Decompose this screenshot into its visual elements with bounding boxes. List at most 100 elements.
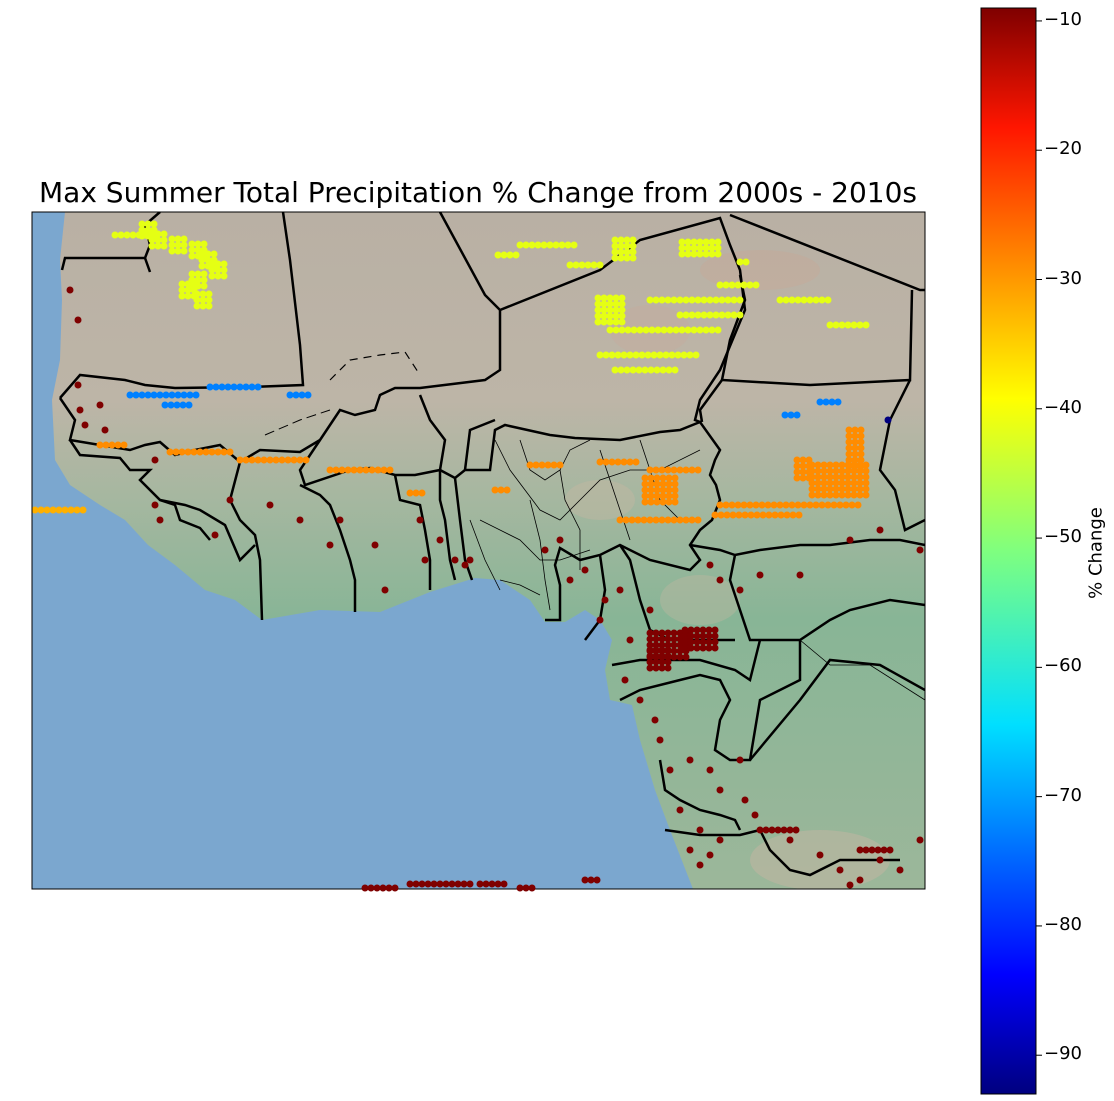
data-point — [690, 244, 698, 252]
data-point — [174, 241, 182, 249]
data-point — [664, 296, 672, 304]
data-point — [694, 296, 702, 304]
data-point — [606, 300, 614, 308]
data-point — [838, 491, 846, 499]
land — [52, 212, 925, 889]
data-point — [552, 241, 560, 249]
data-point — [188, 252, 196, 260]
data-point — [820, 485, 828, 493]
data-point — [664, 635, 672, 643]
data-point — [830, 501, 838, 509]
data-point — [120, 441, 128, 449]
data-point — [254, 383, 262, 391]
data-point — [794, 501, 802, 509]
data-point — [180, 241, 188, 249]
data-point — [857, 432, 865, 440]
data-point — [653, 486, 661, 494]
data-point — [656, 736, 664, 744]
data-point — [494, 251, 502, 259]
data-point — [290, 456, 298, 464]
data-point — [816, 851, 824, 859]
data-point — [184, 280, 192, 288]
data-point — [461, 561, 469, 569]
data-point — [814, 491, 822, 499]
data-point — [832, 485, 840, 493]
data-point — [844, 473, 852, 481]
data-point — [556, 461, 564, 469]
data-point — [606, 312, 614, 320]
data-point — [193, 296, 201, 304]
data-point — [362, 466, 370, 474]
data-point — [296, 516, 304, 524]
data-point — [326, 541, 334, 549]
data-point — [200, 240, 208, 248]
data-point — [741, 511, 749, 519]
data-point — [161, 401, 169, 409]
data-point — [780, 826, 788, 834]
data-point — [664, 641, 672, 649]
data-point — [612, 300, 620, 308]
data-point — [838, 467, 846, 475]
data-point — [180, 247, 188, 255]
data-point — [302, 456, 310, 464]
data-point — [154, 242, 162, 250]
data-point — [640, 516, 648, 524]
data-point — [156, 391, 164, 399]
data-point — [735, 511, 743, 519]
data-point — [205, 290, 213, 298]
data-point — [758, 501, 766, 509]
data-point — [862, 479, 870, 487]
data-point — [144, 220, 152, 228]
colorbar-tick-label: −70 — [1044, 784, 1082, 806]
data-point — [642, 326, 650, 334]
data-point — [74, 381, 82, 389]
data-point — [174, 235, 182, 243]
data-point — [690, 326, 698, 334]
data-point — [368, 466, 376, 474]
data-point — [714, 326, 722, 334]
data-point — [826, 485, 834, 493]
data-point — [451, 556, 459, 564]
data-point — [838, 473, 846, 481]
data-point — [632, 351, 640, 359]
data-point — [188, 270, 196, 278]
data-point — [824, 501, 832, 509]
data-point — [686, 756, 694, 764]
data-point — [220, 266, 228, 274]
data-point — [659, 492, 667, 500]
data-point — [550, 461, 558, 469]
data-point — [606, 294, 614, 302]
colorbar-label: % Change — [1085, 507, 1107, 599]
data-point — [541, 546, 549, 554]
data-point — [623, 366, 631, 374]
data-point — [626, 636, 634, 644]
data-point — [618, 326, 626, 334]
data-point — [856, 479, 864, 487]
data-point — [652, 629, 660, 637]
data-point — [154, 236, 162, 244]
data-point — [788, 501, 796, 509]
data-point — [656, 351, 664, 359]
data-point — [793, 468, 801, 476]
data-point — [816, 398, 824, 406]
data-points — [32, 220, 924, 889]
data-point — [612, 318, 620, 326]
data-point — [794, 296, 802, 304]
data-point — [629, 254, 637, 262]
data-point — [690, 238, 698, 246]
data-point — [198, 262, 206, 270]
data-point — [647, 486, 655, 494]
data-point — [336, 516, 344, 524]
data-point — [832, 467, 840, 475]
data-point — [202, 448, 210, 456]
data-point — [684, 244, 692, 252]
data-point — [665, 474, 673, 482]
data-point — [614, 458, 622, 466]
data-point — [718, 296, 726, 304]
data-point — [629, 242, 637, 250]
data-point — [528, 241, 536, 249]
data-point — [596, 351, 604, 359]
data-point — [206, 383, 214, 391]
data-point — [734, 501, 742, 509]
data-point — [676, 653, 684, 661]
